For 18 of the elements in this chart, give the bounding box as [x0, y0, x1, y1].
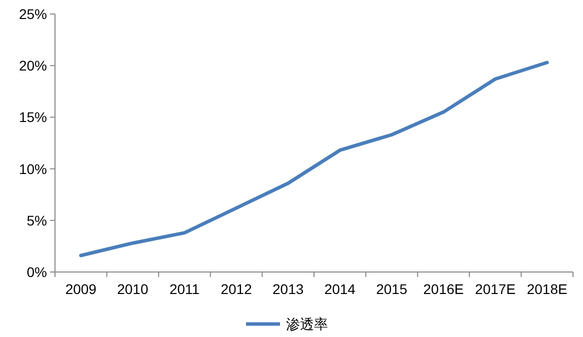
- x-tick-label: 2014: [324, 281, 356, 297]
- y-tick-label: 5%: [26, 212, 47, 228]
- x-tick-label: 2013: [272, 281, 304, 297]
- x-tick-label: 2012: [220, 281, 252, 297]
- y-tick-label: 15%: [18, 109, 47, 126]
- x-tick-label: 2010: [117, 281, 148, 297]
- line-series: [79, 60, 549, 258]
- x-tick-label: 2016E: [423, 281, 464, 297]
- legend-label: 渗透率: [286, 316, 328, 332]
- y-tick-label: 20%: [18, 58, 47, 74]
- x-tick-label: 2015: [376, 281, 408, 297]
- y-tick-label: 10%: [18, 160, 47, 177]
- y-tick-label: 25%: [18, 6, 47, 22]
- x-tick-label: 2018E: [526, 281, 568, 297]
- x-tick-label: 2017E: [475, 281, 516, 297]
- y-tick-label: 0%: [26, 264, 47, 280]
- x-tick-label: 2009: [65, 281, 97, 297]
- x-tick-label: 2011: [169, 281, 200, 297]
